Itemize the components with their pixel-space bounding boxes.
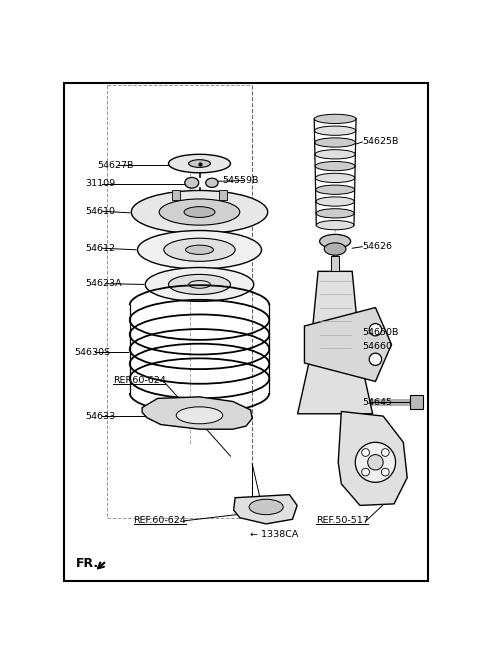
Ellipse shape xyxy=(315,150,355,159)
Polygon shape xyxy=(409,396,423,409)
Circle shape xyxy=(368,455,383,470)
Text: REF.60-624: REF.60-624 xyxy=(113,376,166,385)
Polygon shape xyxy=(219,191,227,200)
Ellipse shape xyxy=(168,154,230,173)
Text: 54623A: 54623A xyxy=(85,279,121,288)
Polygon shape xyxy=(304,307,392,382)
Polygon shape xyxy=(298,271,372,414)
Ellipse shape xyxy=(189,160,210,168)
Ellipse shape xyxy=(159,199,240,225)
Text: 54610: 54610 xyxy=(85,207,115,215)
Ellipse shape xyxy=(168,275,230,294)
Circle shape xyxy=(382,449,389,457)
Text: 54633: 54633 xyxy=(85,411,115,420)
Ellipse shape xyxy=(314,114,356,124)
Ellipse shape xyxy=(164,238,235,261)
Ellipse shape xyxy=(315,138,356,147)
Text: 54625B: 54625B xyxy=(362,137,398,147)
Text: 54630S: 54630S xyxy=(74,348,110,357)
Circle shape xyxy=(369,323,382,336)
Ellipse shape xyxy=(324,243,346,255)
Text: FR.: FR. xyxy=(75,557,98,570)
Ellipse shape xyxy=(185,177,199,188)
Ellipse shape xyxy=(206,178,218,187)
Text: 54650B: 54650B xyxy=(362,328,398,338)
Circle shape xyxy=(382,468,389,476)
Ellipse shape xyxy=(132,191,268,234)
Ellipse shape xyxy=(316,221,354,230)
Text: ← 1338CA: ← 1338CA xyxy=(250,530,298,539)
Circle shape xyxy=(362,468,370,476)
Polygon shape xyxy=(172,191,180,200)
Ellipse shape xyxy=(314,126,356,135)
Ellipse shape xyxy=(316,209,354,218)
Circle shape xyxy=(355,442,396,482)
Text: 54627B: 54627B xyxy=(97,160,133,170)
Polygon shape xyxy=(142,397,252,429)
Polygon shape xyxy=(338,411,407,505)
Ellipse shape xyxy=(186,245,214,254)
Ellipse shape xyxy=(316,197,354,206)
Polygon shape xyxy=(234,495,297,524)
Text: 54626: 54626 xyxy=(362,242,392,251)
Text: 54612: 54612 xyxy=(85,244,115,253)
Text: 54559B: 54559B xyxy=(223,176,259,185)
Circle shape xyxy=(369,353,382,365)
Ellipse shape xyxy=(145,267,254,302)
Ellipse shape xyxy=(315,173,355,183)
Ellipse shape xyxy=(249,499,283,514)
Text: REF.60-624: REF.60-624 xyxy=(133,516,186,526)
Ellipse shape xyxy=(176,407,223,424)
Text: 54645: 54645 xyxy=(362,397,392,407)
Ellipse shape xyxy=(315,185,355,194)
Polygon shape xyxy=(331,256,339,271)
Circle shape xyxy=(362,449,370,457)
Text: 54660: 54660 xyxy=(362,342,392,351)
Ellipse shape xyxy=(184,207,215,217)
Ellipse shape xyxy=(315,162,355,171)
Text: 31109: 31109 xyxy=(85,179,115,188)
Text: REF.50-517: REF.50-517 xyxy=(316,516,369,526)
Ellipse shape xyxy=(137,231,262,269)
Ellipse shape xyxy=(320,235,350,248)
